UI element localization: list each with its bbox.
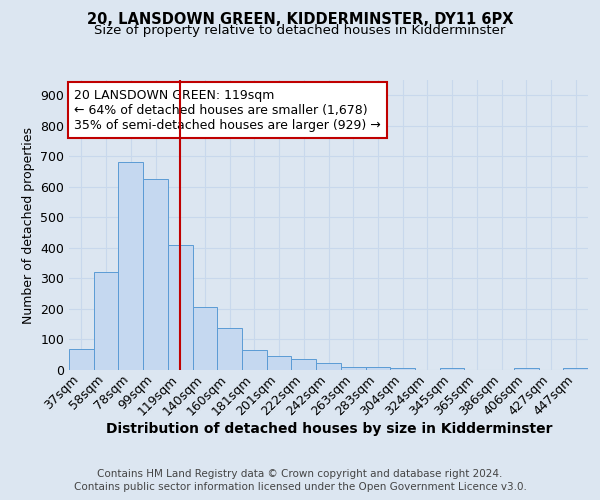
Text: Contains HM Land Registry data © Crown copyright and database right 2024.: Contains HM Land Registry data © Crown c… (97, 469, 503, 479)
Bar (94, 272, 118, 370)
Bar (168, 245, 193, 370)
Bar (242, 350, 267, 370)
Text: Contains public sector information licensed under the Open Government Licence v3: Contains public sector information licen… (74, 482, 526, 492)
Text: Size of property relative to detached houses in Kidderminster: Size of property relative to detached ho… (94, 24, 506, 37)
Bar (365, 367, 390, 370)
Bar (118, 162, 143, 370)
Text: 20, LANSDOWN GREEN, KIDDERMINSTER, DY11 6PX: 20, LANSDOWN GREEN, KIDDERMINSTER, DY11 … (87, 12, 513, 28)
Bar (217, 328, 242, 370)
Bar (514, 368, 539, 370)
Bar (390, 368, 415, 370)
Bar (440, 368, 464, 370)
Bar (316, 364, 341, 370)
Bar (563, 368, 588, 370)
Bar (143, 179, 168, 370)
Text: 20 LANSDOWN GREEN: 119sqm
← 64% of detached houses are smaller (1,678)
35% of se: 20 LANSDOWN GREEN: 119sqm ← 64% of detac… (74, 88, 381, 132)
Bar (193, 307, 217, 370)
Bar (267, 356, 292, 370)
Bar (69, 348, 94, 370)
Bar (341, 367, 365, 370)
Bar (292, 360, 316, 370)
Y-axis label: Number of detached properties: Number of detached properties (22, 126, 35, 324)
Text: Distribution of detached houses by size in Kidderminster: Distribution of detached houses by size … (106, 422, 552, 436)
